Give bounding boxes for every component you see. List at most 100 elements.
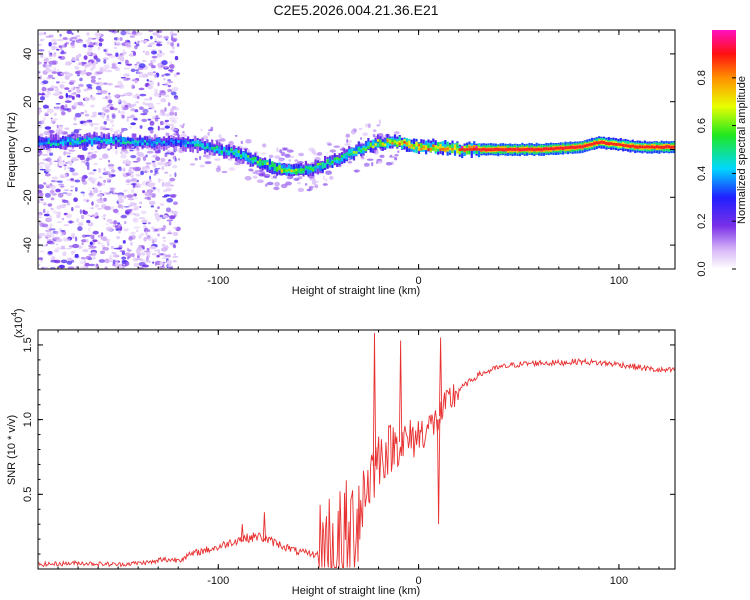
ridge-core bbox=[547, 147, 550, 151]
ridge-core bbox=[643, 145, 646, 149]
colorbar-tick-label: 0.2 bbox=[696, 214, 708, 229]
noise-speckle bbox=[106, 95, 112, 100]
noise-speckle bbox=[103, 167, 106, 172]
ridge-cell bbox=[290, 169, 293, 173]
noise-speckle bbox=[252, 175, 258, 179]
y-tick-label: 1.5 bbox=[22, 337, 34, 352]
ridge-core bbox=[595, 141, 598, 145]
noise-speckle bbox=[129, 171, 134, 174]
noise-speckle bbox=[156, 102, 161, 105]
noise-speckle bbox=[69, 180, 76, 183]
noise-speckle bbox=[146, 170, 149, 173]
y-tick-label: 1.0 bbox=[22, 412, 34, 427]
noise-speckle bbox=[169, 61, 173, 65]
ridge-core bbox=[492, 148, 495, 151]
noise-speckle bbox=[85, 238, 89, 243]
noise-speckle bbox=[47, 203, 53, 207]
noise-speckle bbox=[97, 46, 101, 51]
noise-speckle bbox=[251, 169, 254, 173]
noise-speckle bbox=[64, 104, 68, 109]
ridge-core bbox=[535, 148, 538, 151]
noise-speckle bbox=[38, 263, 41, 267]
noise-speckle bbox=[46, 210, 50, 214]
ridge-cell bbox=[451, 148, 454, 154]
noise-speckle bbox=[140, 252, 146, 256]
snr-spike bbox=[240, 524, 244, 542]
noise-speckle bbox=[73, 158, 80, 161]
ridge-cell bbox=[177, 140, 180, 143]
ridge-cell bbox=[163, 136, 166, 145]
noise-speckle bbox=[78, 41, 84, 44]
noise-speckle bbox=[121, 104, 124, 109]
noise-speckle bbox=[378, 119, 381, 125]
noise-speckle bbox=[89, 241, 93, 246]
noise-speckle bbox=[90, 78, 96, 84]
noise-speckle bbox=[103, 49, 107, 52]
ridge-cell bbox=[189, 139, 192, 144]
noise-speckle bbox=[108, 54, 116, 59]
noise-speckle bbox=[130, 173, 135, 178]
noise-speckle bbox=[67, 238, 71, 242]
noise-speckle bbox=[74, 205, 81, 209]
noise-speckle bbox=[103, 82, 108, 85]
ridge-cell bbox=[134, 141, 137, 147]
ridge-cell bbox=[256, 160, 259, 164]
noise-speckle bbox=[210, 126, 214, 132]
noise-speckle bbox=[103, 191, 110, 194]
noise-speckle bbox=[140, 170, 145, 176]
noise-speckle bbox=[324, 178, 328, 182]
noise-speckle bbox=[119, 226, 123, 231]
noise-speckle bbox=[123, 67, 130, 70]
noise-speckle bbox=[38, 61, 42, 65]
noise-speckle bbox=[163, 239, 166, 243]
ridge-cell bbox=[437, 142, 440, 148]
noise-speckle bbox=[80, 120, 87, 124]
noise-speckle bbox=[68, 149, 76, 152]
ridge-cell bbox=[126, 137, 130, 143]
noise-speckle bbox=[176, 72, 180, 75]
noise-speckle bbox=[39, 250, 45, 253]
noise-speckle bbox=[50, 259, 57, 263]
noise-speckle bbox=[143, 236, 148, 242]
ridge-cell bbox=[155, 138, 158, 144]
ridge-cell bbox=[465, 149, 469, 155]
noise-speckle bbox=[123, 206, 130, 208]
noise-speckle bbox=[118, 94, 126, 97]
ridge-core bbox=[610, 142, 613, 145]
noise-speckle bbox=[142, 190, 146, 194]
noise-speckle bbox=[132, 94, 136, 99]
noise-speckle bbox=[38, 154, 41, 157]
noise-speckle bbox=[245, 139, 252, 144]
ridge-core bbox=[550, 147, 553, 150]
ridge-cell bbox=[321, 166, 324, 169]
ridge-cell bbox=[119, 142, 122, 145]
noise-speckle bbox=[58, 56, 62, 59]
ridge-core bbox=[605, 141, 608, 145]
noise-speckle bbox=[164, 153, 168, 158]
noise-speckle bbox=[96, 58, 101, 63]
noise-speckle bbox=[94, 212, 99, 215]
noise-speckle bbox=[216, 165, 221, 171]
ridge-core bbox=[646, 145, 649, 149]
noise-speckle bbox=[172, 46, 175, 50]
noise-speckle bbox=[119, 151, 124, 154]
noise-speckle bbox=[169, 152, 175, 156]
noise-speckle bbox=[151, 105, 155, 110]
noise-speckle bbox=[258, 173, 265, 177]
noise-speckle bbox=[114, 225, 119, 229]
noise-speckle bbox=[151, 246, 157, 250]
noise-speckle bbox=[171, 33, 178, 36]
ridge-cell bbox=[352, 151, 356, 154]
ridge-cell bbox=[129, 141, 132, 145]
noise-speckle bbox=[311, 151, 317, 155]
ridge-cell bbox=[249, 157, 252, 161]
noise-speckle bbox=[76, 74, 81, 77]
noise-speckle bbox=[162, 214, 168, 219]
noise-speckle bbox=[134, 64, 138, 69]
ridge-cell bbox=[88, 137, 91, 141]
ridge-cell bbox=[254, 156, 257, 160]
noise-speckle bbox=[38, 32, 45, 36]
noise-speckle bbox=[125, 159, 130, 163]
ridge-cell bbox=[367, 146, 370, 149]
noise-speckle bbox=[376, 160, 383, 164]
